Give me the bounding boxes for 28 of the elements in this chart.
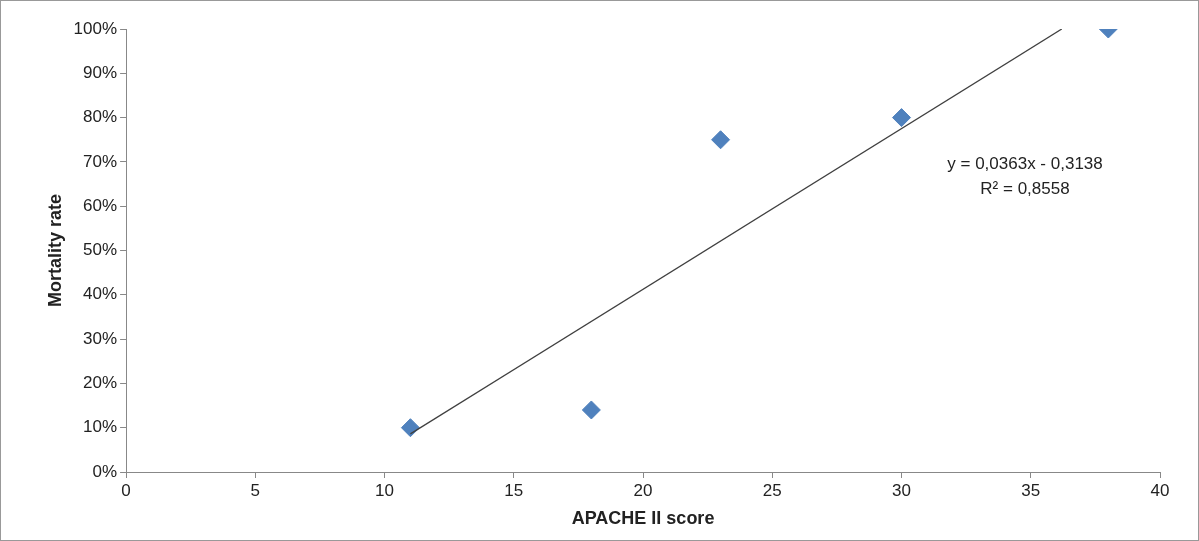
y-tick-label: 60% [83,195,118,215]
y-axis-title: Mortality rate [44,193,65,308]
x-tick-label: 5 [250,480,261,500]
x-tick-label: 35 [1021,480,1041,500]
x-tick-label: 30 [892,480,911,500]
y-tick-label: 50% [83,240,118,260]
x-tick-label: 0 [121,480,131,500]
y-tick-label: 0% [92,461,118,481]
x-tick-label: 15 [504,480,524,500]
y-tick-label: 40% [83,284,118,304]
y-tick-label: 20% [83,373,118,393]
point [711,130,731,150]
y-tick-label: 100% [73,18,118,38]
y-tick-label: 30% [83,328,118,348]
y-tick-label: 70% [83,151,118,171]
x-tick-label: 25 [762,480,782,500]
y-tick-label: 90% [83,62,118,82]
point [892,108,912,128]
x-tick-label: 40 [1150,480,1170,500]
x-tick-label: 10 [375,480,395,500]
annotation: y = 0,0363x - 0,3138 [947,154,1103,173]
point [581,400,601,420]
point [400,418,420,438]
y-tick-label: 10% [83,417,118,437]
y-tick-label: 80% [83,107,118,127]
x-tick-label: 20 [633,480,653,500]
x-axis-title: APACHE II score [571,508,715,529]
annotation: R² = 0,8558 [980,179,1070,198]
